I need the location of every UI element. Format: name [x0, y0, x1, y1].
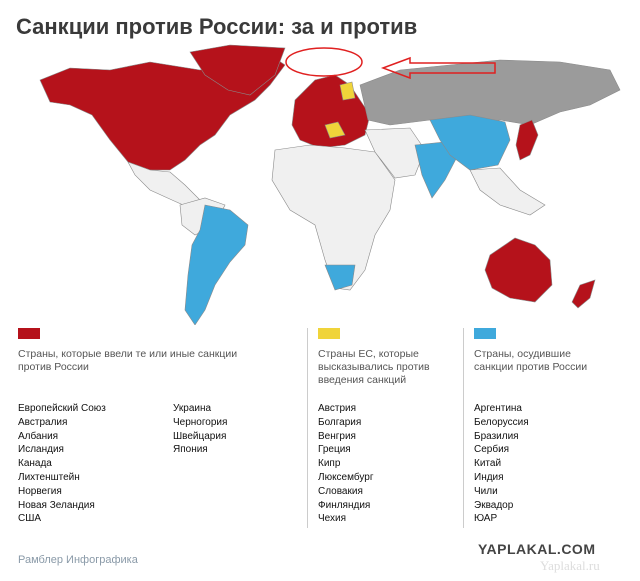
country: Канада — [18, 458, 52, 470]
world-map — [39, 44, 621, 325]
country: Чехия — [318, 513, 347, 525]
country: Лихтенштейн — [18, 472, 80, 483]
legend-swatch — [18, 328, 40, 339]
group-label: Страны, осудившие санкции против России — [474, 348, 588, 373]
country: Австрия — [318, 403, 357, 414]
country: Аргентина — [474, 403, 522, 414]
country: Люксембург — [318, 472, 374, 483]
country: Кипр — [318, 458, 341, 470]
country: Исландия — [18, 444, 64, 456]
country: Словакия — [318, 485, 363, 497]
country: Австралия — [18, 416, 68, 428]
country: США — [18, 513, 42, 525]
separator — [307, 328, 308, 528]
country: Швейцария — [173, 430, 227, 442]
country: Белоруссия — [474, 416, 529, 428]
group-label: Страны ЕС, которые высказывались против … — [318, 348, 430, 386]
watermark: YAPLAKAL.COM — [478, 541, 596, 557]
country: Албания — [18, 430, 59, 442]
country: Новая Зеландия — [18, 499, 95, 511]
group-label: Страны, которые ввели те или иные санкци… — [18, 348, 238, 373]
separator — [463, 328, 464, 528]
country: Венгрия — [318, 430, 356, 442]
country: Эквадор — [474, 499, 514, 511]
country: Норвегия — [18, 485, 62, 497]
country: Украина — [173, 403, 212, 414]
country: Европейский Союз — [18, 403, 106, 414]
footer: Рамблер Инфографика — [18, 554, 138, 566]
country: Индия — [474, 472, 504, 483]
title: Санкции против России: за и против — [16, 14, 418, 39]
country: Болгария — [318, 416, 362, 428]
country: Сербия — [474, 444, 510, 456]
country: Япония — [173, 444, 208, 456]
watermark: Yaplakal.ru — [540, 558, 600, 573]
legend-swatch — [474, 328, 496, 339]
country: Греция — [318, 444, 351, 456]
country: Чили — [474, 485, 498, 497]
country: Черногория — [173, 416, 228, 428]
country: Китай — [474, 458, 502, 470]
country: Финляндия — [318, 499, 371, 511]
country: ЮАР — [474, 513, 498, 525]
country: Бразилия — [474, 430, 519, 442]
legend-swatch — [318, 328, 340, 339]
